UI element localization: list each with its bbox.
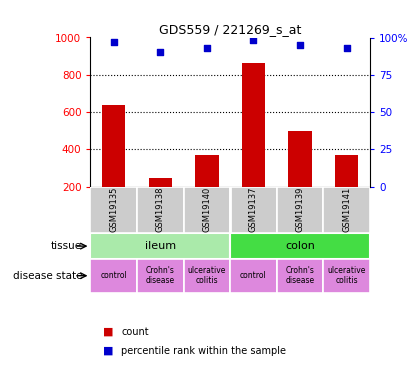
Text: ■: ■ bbox=[103, 346, 113, 355]
Text: GSM19138: GSM19138 bbox=[156, 186, 165, 232]
Text: GSM19135: GSM19135 bbox=[109, 186, 118, 232]
Title: GDS559 / 221269_s_at: GDS559 / 221269_s_at bbox=[159, 23, 301, 36]
Point bbox=[250, 38, 257, 44]
Bar bbox=[242, 63, 265, 187]
Bar bbox=[277, 259, 323, 292]
Text: Crohn's
disease: Crohn's disease bbox=[146, 266, 175, 285]
Text: ileum: ileum bbox=[145, 241, 176, 251]
Bar bbox=[195, 155, 219, 187]
Text: count: count bbox=[121, 327, 149, 337]
Text: ■: ■ bbox=[103, 327, 113, 337]
Bar bbox=[184, 259, 230, 292]
Text: control: control bbox=[240, 271, 267, 280]
Point bbox=[203, 45, 210, 51]
Bar bbox=[323, 259, 370, 292]
Text: GSM19139: GSM19139 bbox=[296, 186, 305, 232]
Text: control: control bbox=[100, 271, 127, 280]
Text: colon: colon bbox=[285, 241, 315, 251]
Text: ulcerative
colitis: ulcerative colitis bbox=[188, 266, 226, 285]
Text: GSM19137: GSM19137 bbox=[249, 186, 258, 232]
Text: Crohn's
disease: Crohn's disease bbox=[286, 266, 314, 285]
Bar bbox=[184, 187, 230, 233]
Point bbox=[297, 42, 303, 48]
Bar bbox=[90, 187, 137, 233]
Text: disease state: disease state bbox=[13, 271, 82, 281]
Point bbox=[343, 45, 350, 51]
Bar bbox=[335, 155, 358, 187]
Text: GSM19141: GSM19141 bbox=[342, 186, 351, 232]
Bar bbox=[137, 187, 184, 233]
Text: ulcerative
colitis: ulcerative colitis bbox=[328, 266, 366, 285]
Point bbox=[157, 50, 164, 55]
Bar bbox=[149, 178, 172, 187]
Bar bbox=[230, 259, 277, 292]
Bar bbox=[137, 259, 184, 292]
Text: GSM19140: GSM19140 bbox=[202, 186, 211, 232]
Point bbox=[111, 39, 117, 45]
Bar bbox=[289, 132, 312, 187]
Text: tissue: tissue bbox=[51, 241, 82, 251]
Bar bbox=[323, 187, 370, 233]
Bar bbox=[230, 233, 370, 259]
Bar bbox=[102, 105, 125, 187]
Bar bbox=[230, 187, 277, 233]
Bar bbox=[90, 233, 230, 259]
Bar bbox=[277, 187, 323, 233]
Text: percentile rank within the sample: percentile rank within the sample bbox=[121, 346, 286, 355]
Bar bbox=[90, 259, 137, 292]
